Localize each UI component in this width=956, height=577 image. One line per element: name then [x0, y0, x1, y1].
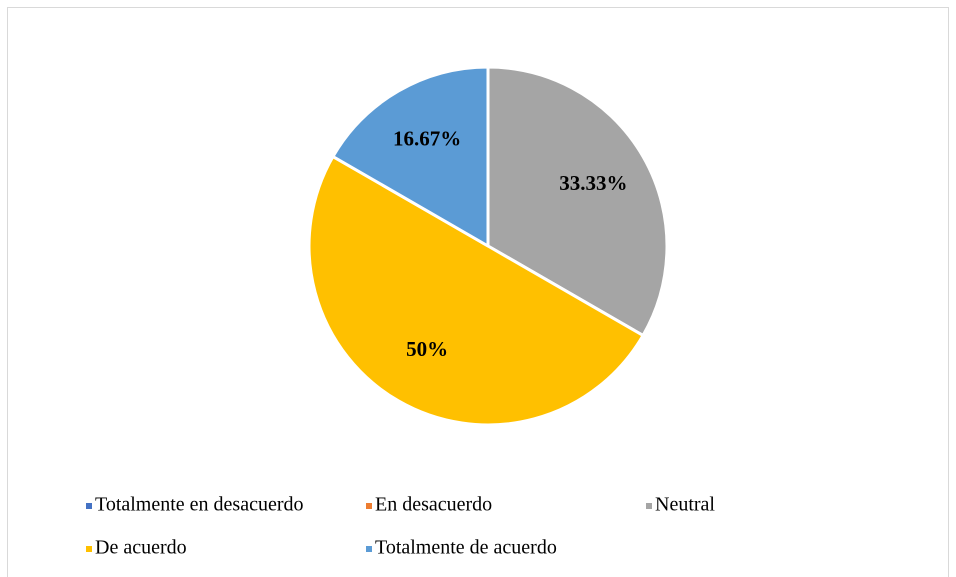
legend-label: Neutral	[655, 494, 715, 516]
legend-label: Totalmente en desacuerdo	[95, 494, 304, 516]
data-label: 50%	[406, 337, 448, 361]
data-label: 16.67%	[393, 126, 461, 150]
legend-swatch	[366, 503, 372, 509]
legend-swatch	[646, 503, 652, 509]
pie-slice	[486, 65, 669, 337]
legend-swatch	[366, 546, 372, 552]
pie-slice	[307, 155, 645, 427]
legend-label: En desacuerdo	[375, 494, 492, 516]
legend-swatch	[86, 546, 92, 552]
legend-swatch	[86, 503, 92, 509]
pie-slice	[331, 65, 490, 248]
legend-label: Totalmente de acuerdo	[375, 537, 557, 559]
data-label: 33.33%	[559, 171, 627, 195]
legend-label: De acuerdo	[95, 537, 187, 559]
